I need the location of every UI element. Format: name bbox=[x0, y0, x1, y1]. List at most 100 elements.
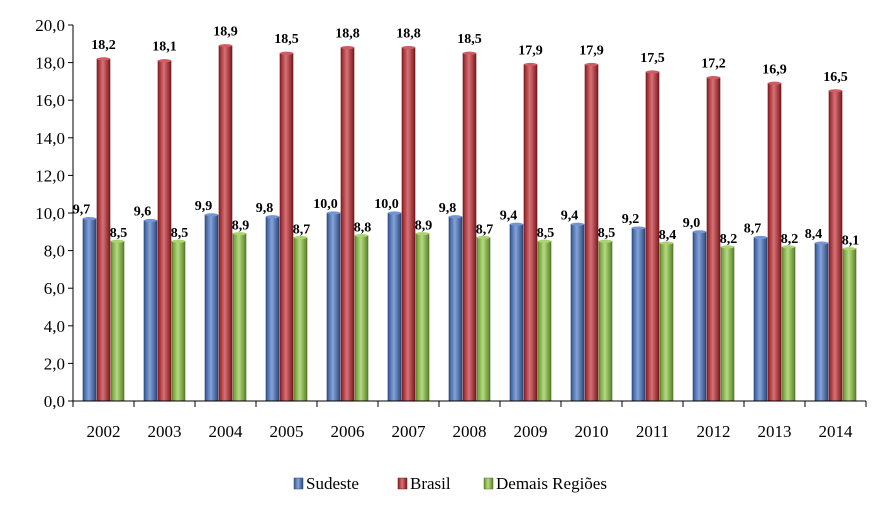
data-label: 16,5 bbox=[823, 70, 848, 85]
bar-brasil bbox=[584, 64, 599, 402]
bar-sudeste bbox=[387, 212, 402, 402]
data-label: 8,2 bbox=[781, 232, 799, 247]
x-tick-label: 2003 bbox=[148, 422, 182, 441]
data-label: 9,0 bbox=[683, 216, 701, 231]
bar-cap bbox=[524, 62, 537, 67]
data-label: 18,9 bbox=[213, 25, 238, 40]
bar-cap bbox=[388, 211, 401, 215]
x-tick-label: 2002 bbox=[87, 422, 121, 441]
bar-cap bbox=[402, 45, 415, 50]
bar-cap bbox=[158, 59, 171, 63]
data-label: 8,5 bbox=[110, 226, 128, 241]
bar-sudeste bbox=[204, 214, 219, 402]
bar-cap bbox=[111, 239, 124, 243]
bar-cap bbox=[510, 222, 523, 226]
y-tick-label: 6,0 bbox=[44, 279, 65, 298]
bar-demais-regiões bbox=[781, 246, 796, 402]
bar-cap bbox=[632, 226, 645, 230]
data-label: 17,9 bbox=[579, 43, 604, 58]
bar-demais-regiões bbox=[354, 235, 369, 402]
x-axis: 2002 2003 2004 2005 2006 2007 2008 2009 2010 2011… bbox=[72, 400, 867, 441]
data-label: 8,4 bbox=[659, 228, 677, 243]
bar-cap bbox=[97, 57, 110, 61]
bar-brasil bbox=[767, 82, 782, 402]
bar-brasil bbox=[401, 47, 416, 402]
data-label: 9,8 bbox=[256, 201, 274, 216]
bar-brasil bbox=[96, 58, 111, 402]
data-label: 8,5 bbox=[171, 226, 189, 241]
y-tick-label: 16,0 bbox=[35, 91, 65, 110]
bar-sudeste bbox=[753, 237, 768, 402]
bar-cap bbox=[280, 51, 293, 55]
bar-cap bbox=[172, 239, 185, 243]
legend: Sudeste Brasil Demais Regiões bbox=[293, 474, 607, 493]
y-tick-label: 8,0 bbox=[44, 242, 65, 261]
x-tick-label: 2004 bbox=[209, 422, 244, 441]
bar-cap bbox=[416, 232, 429, 236]
bar-cap bbox=[463, 51, 476, 55]
bar-sudeste bbox=[692, 231, 707, 402]
data-label: 9,6 bbox=[134, 205, 152, 220]
data-label: 8,9 bbox=[415, 219, 433, 234]
x-tick-label: 2005 bbox=[270, 422, 304, 441]
bar-sudeste bbox=[143, 220, 158, 402]
data-label: 18,5 bbox=[457, 32, 482, 47]
bar-cap bbox=[341, 45, 354, 50]
data-label: 8,7 bbox=[744, 221, 762, 236]
bar-sudeste bbox=[82, 218, 97, 402]
legend-label: Brasil bbox=[410, 474, 451, 493]
bar-cap bbox=[538, 239, 551, 243]
y-tick-label: 18,0 bbox=[35, 54, 65, 73]
bar-brasil bbox=[706, 77, 721, 402]
data-label: 17,2 bbox=[701, 57, 726, 72]
data-label: 8,7 bbox=[293, 222, 311, 237]
bar-sudeste bbox=[509, 223, 524, 402]
data-label: 9,4 bbox=[561, 208, 579, 223]
bar-demais-regiões bbox=[598, 240, 613, 402]
bar-demais-regiões bbox=[415, 233, 430, 402]
data-label: 18,8 bbox=[335, 27, 360, 42]
bar-demais-regiões bbox=[842, 248, 857, 402]
bar-cap bbox=[782, 245, 795, 249]
bar-cap bbox=[815, 241, 828, 245]
x-tick-label: 2010 bbox=[575, 422, 609, 441]
bar-cap bbox=[707, 76, 720, 80]
data-label: 17,9 bbox=[518, 43, 543, 58]
data-label: 8,5 bbox=[598, 226, 616, 241]
y-axis: 0,0 2,0 4,0 6,0 8,0 10,0 12,0 14,0 16,0 18,0 20,0 bbox=[35, 16, 74, 411]
x-tick-label: 2009 bbox=[514, 422, 548, 441]
bar-demais-regiões bbox=[232, 233, 247, 402]
x-tick-label: 2011 bbox=[636, 422, 669, 441]
data-label: 8,2 bbox=[720, 232, 738, 247]
bar-cap bbox=[660, 241, 673, 245]
legend-label: Sudeste bbox=[306, 474, 359, 493]
bar-sudeste bbox=[265, 216, 280, 402]
bar-brasil bbox=[218, 45, 233, 402]
bar-brasil bbox=[523, 64, 538, 402]
bar-brasil bbox=[157, 60, 172, 402]
legend-swatch bbox=[293, 477, 304, 490]
bar-cap bbox=[266, 215, 279, 219]
bar-demais-regiões bbox=[659, 242, 674, 402]
y-tick-label: 20,0 bbox=[35, 16, 65, 35]
bar-cap bbox=[449, 215, 462, 219]
data-label: 8,1 bbox=[842, 234, 860, 249]
bar-cap bbox=[219, 44, 232, 48]
bar-demais-regiões bbox=[171, 240, 186, 402]
bar-cap bbox=[205, 213, 218, 217]
y-tick-label: 4,0 bbox=[44, 317, 65, 336]
legend-label: Demais Regiões bbox=[496, 474, 607, 493]
bar-sudeste bbox=[570, 223, 585, 402]
legend-swatch bbox=[397, 477, 408, 490]
bar-cap bbox=[355, 233, 368, 238]
bar-brasil bbox=[828, 90, 843, 402]
bar-brasil bbox=[462, 52, 477, 402]
bar-sudeste bbox=[326, 212, 341, 402]
bar-brasil bbox=[279, 52, 294, 402]
data-label: 18,1 bbox=[152, 40, 177, 55]
data-label: 9,2 bbox=[622, 212, 640, 227]
bar-sudeste bbox=[631, 227, 646, 402]
bar-demais-regiões bbox=[537, 240, 552, 402]
